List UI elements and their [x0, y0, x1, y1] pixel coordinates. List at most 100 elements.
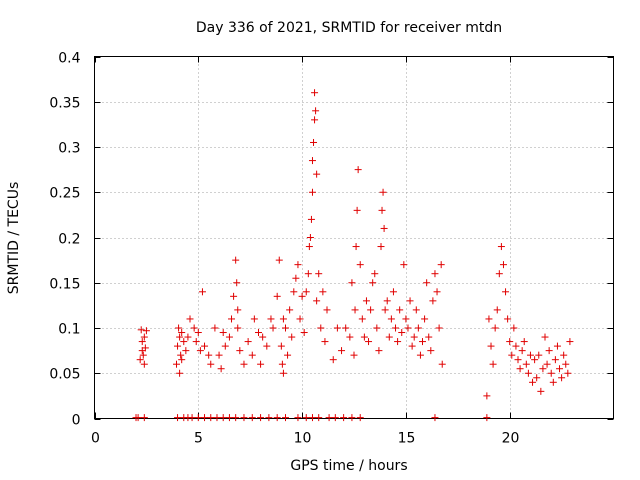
- data-point: [379, 188, 387, 196]
- data-point: [141, 344, 149, 352]
- y-tick-label: 0.25: [49, 186, 80, 202]
- x-tick-label: 15: [398, 431, 416, 447]
- data-point: [373, 324, 381, 332]
- data-point: [300, 329, 308, 337]
- data-point: [308, 188, 316, 196]
- plot-frame: [94, 56, 614, 419]
- data-point: [404, 324, 412, 332]
- data-point: [294, 414, 302, 422]
- data-point: [485, 315, 493, 323]
- data-point: [483, 392, 491, 400]
- x-tick-label: 0: [91, 431, 100, 447]
- data-point: [244, 338, 252, 346]
- data-point: [219, 329, 227, 337]
- data-point: [137, 326, 145, 334]
- data-point: [520, 338, 528, 346]
- data-point: [219, 414, 227, 422]
- data-point: [201, 342, 209, 350]
- x-axis-title: GPS time / hours: [290, 458, 407, 474]
- data-point: [556, 365, 564, 373]
- data-point: [284, 351, 292, 359]
- data-point: [281, 324, 289, 332]
- data-point: [248, 414, 256, 422]
- data-point: [387, 315, 395, 323]
- data-point: [138, 338, 146, 346]
- data-point: [278, 360, 286, 368]
- data-point: [313, 297, 321, 305]
- data-point: [201, 414, 209, 422]
- data-point: [526, 351, 534, 359]
- data-point: [325, 414, 333, 422]
- data-point: [213, 414, 221, 422]
- data-point: [313, 170, 321, 178]
- data-point: [306, 234, 314, 241]
- data-points: [132, 89, 574, 422]
- data-point: [240, 360, 248, 368]
- y-tick-label: 0.2: [58, 232, 80, 248]
- data-point: [178, 329, 186, 337]
- data-point: [412, 306, 420, 314]
- data-point: [489, 360, 497, 368]
- data-point: [429, 297, 437, 305]
- data-point: [292, 274, 300, 282]
- data-point: [225, 333, 233, 341]
- data-point: [307, 215, 315, 223]
- data-point: [566, 338, 574, 346]
- data-point: [371, 270, 379, 278]
- data-point: [377, 243, 385, 251]
- grid-lines: [94, 56, 614, 419]
- data-point: [406, 297, 414, 305]
- data-point: [265, 414, 273, 422]
- data-point: [321, 338, 329, 346]
- data-point: [438, 360, 446, 368]
- data-point: [400, 261, 408, 269]
- y-tick-label: 0: [72, 413, 81, 429]
- data-point: [398, 329, 406, 337]
- data-point: [186, 315, 194, 323]
- data-point: [394, 338, 402, 346]
- data-point: [524, 369, 532, 377]
- data-point: [215, 351, 223, 359]
- data-point: [381, 306, 389, 314]
- data-point: [356, 261, 364, 269]
- y-tick-label: 0.4: [58, 51, 80, 67]
- data-point: [375, 347, 383, 355]
- data-point: [342, 324, 350, 332]
- x-tick-label: 20: [502, 431, 520, 447]
- data-point: [358, 315, 366, 323]
- data-point: [176, 369, 184, 377]
- data-point: [560, 351, 568, 359]
- data-point: [140, 333, 148, 341]
- data-point: [140, 360, 148, 368]
- y-tick-label: 0.05: [49, 367, 80, 383]
- data-point: [419, 338, 427, 346]
- data-point: [421, 315, 429, 323]
- data-point: [194, 414, 202, 422]
- data-point: [547, 369, 555, 377]
- data-point: [279, 315, 287, 323]
- data-point: [184, 333, 192, 341]
- y-tick-label: 0.35: [49, 96, 80, 112]
- data-point: [302, 288, 310, 296]
- data-point: [207, 360, 215, 368]
- data-point: [275, 256, 283, 264]
- data-point: [365, 338, 373, 346]
- data-point: [312, 107, 320, 115]
- data-point: [510, 324, 518, 332]
- data-point: [491, 324, 499, 332]
- data-point: [433, 288, 441, 296]
- data-point: [549, 378, 557, 386]
- data-point: [304, 270, 312, 278]
- data-point: [564, 369, 572, 377]
- data-point: [298, 292, 306, 300]
- data-point: [435, 324, 443, 332]
- data-point: [431, 270, 439, 278]
- data-point: [296, 315, 304, 323]
- data-point: [250, 315, 258, 323]
- data-point: [180, 338, 188, 346]
- data-point: [174, 342, 182, 350]
- data-point: [308, 414, 316, 422]
- data-point: [329, 356, 337, 364]
- data-point: [483, 414, 491, 422]
